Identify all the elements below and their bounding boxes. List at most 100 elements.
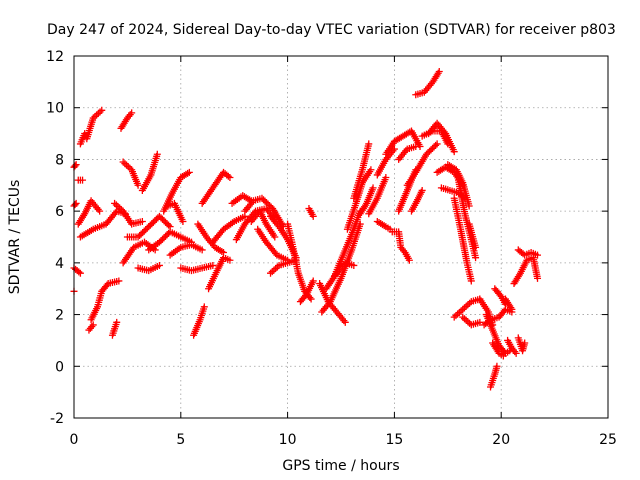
data-point: [452, 312, 460, 320]
data-point: [534, 274, 542, 282]
data-point: [309, 212, 317, 220]
data-point: [512, 349, 520, 357]
data-point: [350, 261, 358, 269]
data-point: [94, 109, 102, 117]
x-tick-label: 25: [599, 432, 617, 448]
data-point: [165, 221, 173, 229]
data-point: [459, 313, 467, 321]
data-point: [93, 111, 101, 119]
data-point: [367, 166, 375, 174]
data-point: [121, 160, 129, 168]
data-point: [382, 174, 390, 182]
data-point: [459, 305, 467, 313]
data-point: [226, 174, 234, 182]
data-point: [472, 254, 480, 262]
data-point: [71, 201, 79, 209]
y-tick-label: 6: [55, 204, 64, 220]
y-tick-label: 10: [46, 101, 64, 117]
data-point: [128, 109, 136, 117]
data-point: [134, 181, 142, 189]
data-point: [493, 362, 501, 370]
data-point: [96, 207, 104, 215]
data-point: [209, 261, 217, 269]
data-point: [224, 172, 232, 180]
data-point: [465, 202, 473, 210]
data-point: [369, 184, 377, 192]
data-point: [508, 305, 516, 313]
data-point: [98, 106, 106, 114]
data-point: [267, 269, 275, 277]
grid: [74, 56, 608, 418]
data-point: [450, 148, 458, 156]
data-point: [460, 315, 468, 323]
data-point: [115, 277, 123, 285]
data-point: [270, 266, 278, 274]
data-point: [464, 301, 472, 309]
data-point: [200, 303, 208, 311]
y-tick-label: 12: [46, 49, 64, 65]
x-tick-label: 10: [279, 432, 297, 448]
data-markers: [70, 68, 542, 391]
y-tick-label: 2: [55, 308, 64, 324]
axis-ticks: [73, 55, 609, 419]
data-point: [454, 310, 462, 318]
data-point: [123, 161, 131, 169]
data-point: [75, 268, 83, 276]
data-point: [462, 302, 470, 310]
data-point: [432, 141, 440, 149]
data-point: [499, 352, 507, 360]
data-point: [179, 217, 187, 225]
data-point: [111, 199, 119, 207]
data-point: [155, 261, 163, 269]
data-point: [435, 68, 443, 76]
plot-frame: [73, 55, 609, 419]
x-tick-label: 0: [70, 432, 79, 448]
data-point: [185, 168, 193, 176]
x-axis-label: GPS time / hours: [282, 458, 399, 474]
x-tick-label: 5: [176, 432, 185, 448]
x-tick-label: 15: [385, 432, 403, 448]
y-tick-label: 8: [55, 152, 64, 168]
data-point: [467, 277, 475, 285]
y-tick-label: 0: [55, 359, 64, 375]
data-point: [418, 186, 426, 194]
x-tick-label: 20: [492, 432, 510, 448]
data-point: [272, 265, 280, 273]
data-point: [198, 246, 206, 254]
data-point: [405, 256, 413, 264]
data-point: [534, 251, 542, 259]
data-point: [476, 318, 484, 326]
data-point: [96, 108, 104, 116]
data-point: [365, 140, 373, 148]
data-point: [433, 140, 441, 148]
data-point: [113, 318, 121, 326]
data-point: [457, 307, 465, 315]
data-point: [521, 339, 529, 347]
y-tick-label: 4: [55, 256, 64, 272]
chart-title: Day 247 of 2024, Sidereal Day-to-day VTE…: [47, 22, 616, 38]
data-point: [460, 304, 468, 312]
y-axis-label: SDTVAR / TECUs: [7, 180, 23, 295]
data-point: [71, 162, 79, 170]
data-point: [307, 295, 315, 303]
data-point: [268, 268, 276, 276]
data-point: [79, 176, 87, 184]
data-point: [119, 158, 127, 166]
data-point: [124, 163, 132, 171]
data-point: [76, 269, 84, 277]
data-point: [112, 201, 120, 209]
data-point: [412, 143, 420, 150]
data-point: [341, 318, 349, 326]
data-point: [89, 321, 97, 329]
data-point: [226, 256, 234, 264]
data-point: [462, 316, 470, 324]
tick-labels: 0 5 10 15 20 25 -2 0 2 4 6 8 10 12: [46, 49, 617, 448]
data-point: [466, 319, 474, 327]
data-point: [138, 217, 146, 225]
data-point: [309, 277, 317, 285]
y-tick-label: -2: [50, 411, 64, 427]
data-point: [153, 150, 161, 158]
data-point: [271, 233, 279, 241]
data-point: [472, 243, 480, 251]
